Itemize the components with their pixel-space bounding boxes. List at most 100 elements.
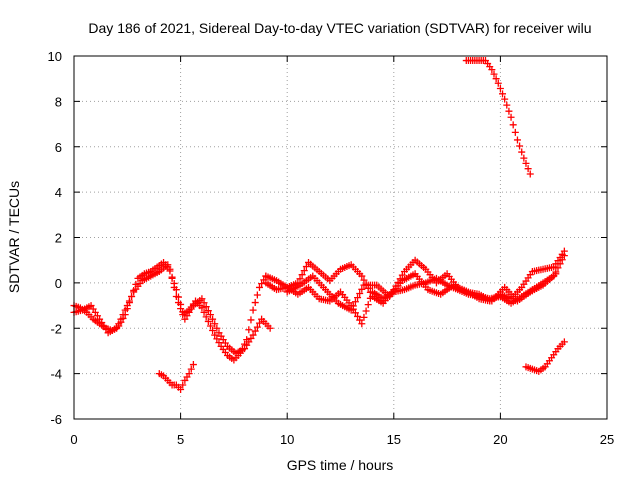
plot-frame [73,55,608,420]
data-point [358,320,366,328]
data-point [349,302,357,310]
data-point [499,90,507,98]
data-point [174,293,182,301]
data-point [204,317,212,325]
data-point [253,291,261,299]
data-point [245,326,253,334]
data-point [189,361,197,369]
data-point [164,261,172,269]
chart-title: Day 186 of 2021, Sidereal Day-to-day VTE… [88,20,591,36]
data-point [490,70,498,78]
series-track-h [522,338,568,375]
data-point [347,306,355,314]
data-point [507,113,515,121]
data-point [255,283,263,291]
data-point [113,324,121,332]
data-point [249,331,257,339]
data-point [366,294,374,302]
data-point [354,312,362,320]
series-track-a [70,258,270,364]
data-point [494,79,502,87]
data-point [351,309,359,317]
y-tick-label: -2 [50,321,62,336]
data-point [200,308,208,316]
series-track-f [155,361,197,394]
data-point [516,142,524,150]
data-point [554,264,562,272]
series-track-g [462,57,534,178]
y-tick-label: 10 [48,49,62,64]
data-point [526,170,534,178]
y-tick-label: 8 [55,94,62,109]
data-point [356,289,364,297]
data-point [185,370,193,378]
data-point [501,95,509,103]
data-point [251,327,259,335]
data-point [166,267,174,275]
data-point [362,307,370,315]
data-point [492,75,500,83]
x-tick-label: 0 [70,432,77,447]
data-point [255,319,263,327]
data-point [251,299,259,307]
data-point [206,311,214,319]
data-point [556,260,564,268]
data-point [125,297,133,305]
data-point [358,272,366,280]
data-point [177,300,185,308]
data-point [119,311,127,319]
x-tick-label: 15 [387,432,401,447]
data-point [266,324,274,332]
series-track-e [283,270,560,314]
y-tick-label: 2 [55,231,62,246]
data-point [360,313,368,321]
data-point [503,101,511,109]
data-point [198,295,206,303]
data-point [213,324,221,332]
data-point [258,280,266,288]
data-point [524,165,532,173]
grid [74,56,607,419]
data-point [513,136,521,144]
data-point [351,298,359,306]
data-point [211,331,219,339]
data-point [364,301,372,309]
data-point [488,66,496,74]
data-point [177,386,185,394]
data-point [209,315,217,323]
data-point [560,252,568,260]
data-point [172,286,180,294]
data-point [204,307,212,315]
data-point [518,148,526,156]
x-tick-label: 10 [280,432,294,447]
data-point [505,107,513,115]
data-point [121,306,129,314]
data-point [170,279,178,287]
x-axis-label: GPS time / hours [287,457,394,473]
data-point [198,304,206,312]
data-point [211,320,219,328]
data-point [552,270,560,278]
data-point [168,273,176,281]
data-point [356,316,364,324]
data-point [520,154,528,162]
data-point [249,306,257,314]
data-point [187,365,195,373]
axis-ticks: 0 5 10 15 20 25 -6 -4 -2 0 2 4 6 8 10 [48,49,615,447]
data-point [215,339,223,347]
y-tick-label: 0 [55,276,62,291]
data-point [302,263,310,271]
data-point [123,302,131,310]
data-point [179,308,187,316]
data-point [296,275,304,283]
data-point [300,267,308,275]
data-point [206,322,214,330]
data-point [560,338,568,346]
y-tick-label: 6 [55,140,62,155]
x-tick-label: 20 [493,432,507,447]
y-tick-label: -6 [50,412,62,427]
data-point [115,320,123,328]
data-point [179,381,187,389]
data-point [209,327,217,335]
